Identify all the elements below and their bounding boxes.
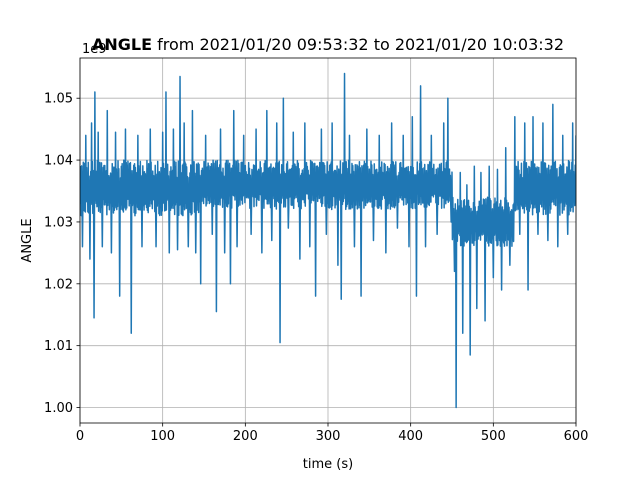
y-tick-label: 1.03	[44, 215, 73, 230]
x-tick-label: 500	[481, 429, 506, 444]
plot-area	[80, 72, 576, 409]
y-axis-label: ANGLE	[20, 218, 35, 262]
y-tick-label: 1.01	[44, 339, 73, 354]
chart-title-bold: ANGLE	[92, 35, 152, 54]
x-tick-label: 300	[316, 429, 341, 444]
chart-title: ANGLE from 2021/01/20 09:53:32 to 2021/0…	[92, 35, 564, 54]
chart-title-rest: from 2021/01/20 09:53:32 to 2021/01/20 1…	[152, 35, 564, 54]
y-offset-label: 1e9	[82, 42, 107, 57]
y-axis-ticks: 1.00 1.01 1.02 1.03 1.04 1.05	[44, 92, 80, 416]
x-tick-label: 600	[564, 429, 589, 444]
x-axis-ticks: 0 100 200 300 400 500 600	[76, 423, 589, 444]
x-tick-label: 0	[76, 429, 84, 444]
x-tick-label: 200	[233, 429, 258, 444]
x-tick-label: 100	[150, 429, 175, 444]
y-tick-label: 1.05	[44, 92, 73, 107]
x-axis-label: time (s)	[303, 457, 353, 472]
y-tick-label: 1.00	[44, 401, 73, 416]
series-line-angle	[80, 72, 576, 409]
x-tick-label: 400	[398, 429, 423, 444]
y-tick-label: 1.02	[44, 277, 73, 292]
y-tick-label: 1.04	[44, 154, 73, 169]
